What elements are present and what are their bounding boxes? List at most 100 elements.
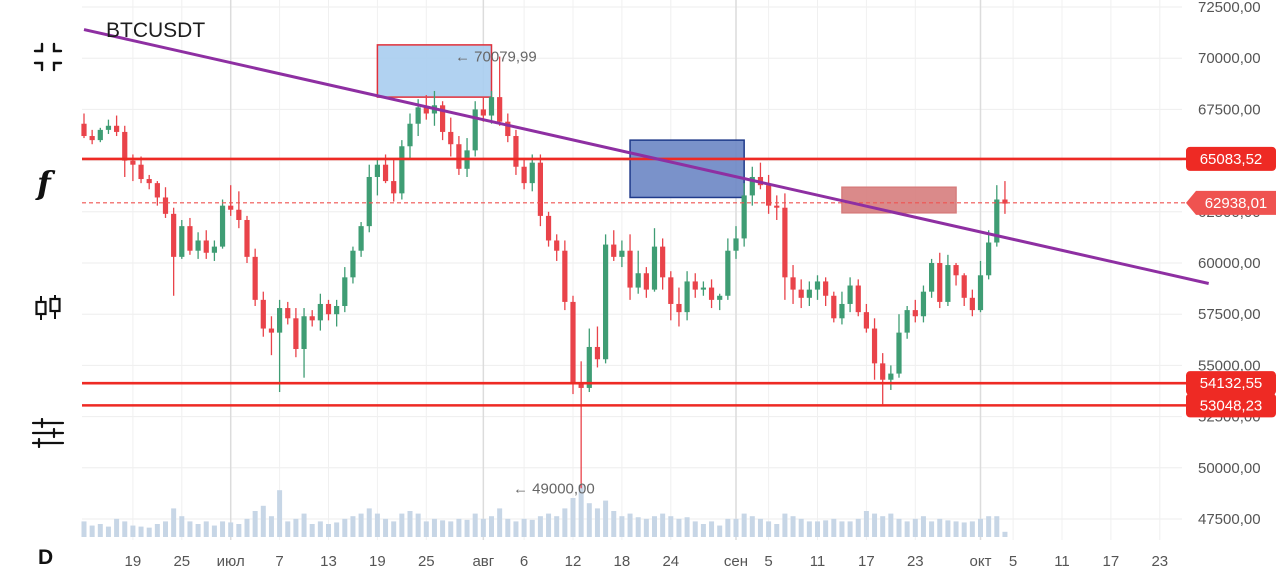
- candle-body: [391, 181, 397, 194]
- candle-body: [676, 303, 682, 313]
- candle-body: [423, 107, 429, 114]
- candle-body: [89, 136, 95, 141]
- candle-body: [325, 303, 332, 315]
- volume-bar: [676, 518, 682, 537]
- candle-body: [806, 289, 812, 298]
- volume-bar: [154, 524, 160, 537]
- candle-body: [969, 297, 975, 311]
- volume-bar: [586, 503, 592, 537]
- candle-body: [782, 207, 788, 278]
- time-tick-label: 5: [1009, 553, 1017, 570]
- candle-body: [342, 277, 348, 307]
- price-tick-label: 47500,00: [1198, 511, 1261, 528]
- candlestick-icon[interactable]: [28, 288, 68, 328]
- candle-body: [896, 332, 902, 374]
- volume-bar: [342, 518, 348, 537]
- candle-body: [211, 246, 217, 253]
- volume-bar: [415, 513, 421, 537]
- candle-body: [977, 275, 984, 311]
- candle-body: [741, 195, 747, 239]
- candle-body: [920, 291, 927, 317]
- candle-body: [700, 287, 706, 290]
- volume-bar: [423, 521, 429, 537]
- volume-bar: [692, 521, 698, 537]
- volume-bar: [880, 516, 886, 537]
- time-tick-label: 6: [520, 553, 528, 570]
- volume-bar: [89, 525, 95, 537]
- volume-bars: [81, 485, 1008, 537]
- volume-bar: [847, 521, 853, 537]
- candle-body: [912, 310, 918, 317]
- candle-body: [513, 136, 519, 167]
- volume-bar: [684, 517, 690, 537]
- candle-body: [847, 285, 853, 304]
- candle-body: [497, 97, 503, 122]
- volume-bar: [562, 508, 568, 537]
- candle-body: [627, 250, 633, 288]
- candle-body: [81, 123, 87, 137]
- candle-body: [285, 308, 291, 319]
- candle-body: [708, 287, 715, 300]
- volume-bar: [220, 521, 226, 537]
- volume-bar: [790, 516, 796, 537]
- candle-body: [839, 303, 845, 319]
- time-tick-label: июл: [217, 553, 245, 570]
- volume-bar: [81, 521, 87, 537]
- candle-body: [668, 277, 674, 304]
- volume-bar: [554, 516, 560, 537]
- volume-bar: [122, 521, 128, 537]
- candle-body: [195, 240, 201, 251]
- candle-body: [171, 213, 177, 257]
- time-tick-label: 17: [858, 553, 875, 570]
- volume-bar: [358, 513, 364, 537]
- candle-body: [717, 295, 723, 300]
- time-tick-label: 5: [764, 553, 772, 570]
- level-lines: [82, 157, 1186, 407]
- volume-bar: [741, 513, 747, 537]
- timeframe-selector[interactable]: D: [38, 546, 54, 569]
- candle-body: [97, 129, 103, 141]
- volume-bar: [668, 516, 674, 537]
- candle-body: [619, 250, 625, 257]
- candle-body: [570, 301, 576, 384]
- volume-bar: [961, 522, 967, 537]
- volume-bar: [603, 500, 609, 537]
- level-badge-label: 53048,23: [1200, 397, 1263, 414]
- candle-body: [766, 185, 772, 206]
- trendline-group: [83, 28, 1210, 285]
- volume-bar: [986, 516, 992, 537]
- candle-body: [774, 205, 780, 208]
- volume-bar: [464, 519, 470, 537]
- volume-bar: [489, 516, 494, 537]
- candle-body: [945, 265, 951, 302]
- candle-body: [456, 144, 462, 169]
- volume-bar: [277, 490, 283, 537]
- volume-bar: [912, 518, 918, 537]
- volume-bar: [839, 521, 845, 537]
- volume-bar: [440, 520, 446, 537]
- volume-bar: [619, 516, 625, 537]
- candle-body: [871, 328, 878, 364]
- indicator-function-icon[interactable]: f: [28, 162, 68, 202]
- settings-sliders-icon[interactable]: [28, 413, 68, 453]
- volume-bar: [700, 524, 706, 537]
- level-badge-label: 54132,55: [1200, 375, 1263, 392]
- svg-text:f: f: [35, 164, 56, 200]
- time-tick-label: 25: [418, 553, 435, 570]
- candle-body: [880, 363, 886, 380]
- candle-body: [203, 240, 209, 253]
- volume-bar: [798, 518, 804, 537]
- candle-body: [521, 166, 527, 184]
- volume-bar: [285, 521, 291, 537]
- time-tick-label: 13: [320, 553, 337, 570]
- fullscreen-icon[interactable]: [28, 37, 68, 77]
- volume-bar: [326, 524, 331, 537]
- candle-body: [961, 275, 967, 298]
- volume-bar: [611, 511, 617, 537]
- candle-body: [904, 310, 910, 333]
- volume-bar: [350, 516, 356, 537]
- volume-bar: [717, 525, 723, 537]
- candle-body: [537, 162, 543, 216]
- volume-bar: [244, 518, 250, 537]
